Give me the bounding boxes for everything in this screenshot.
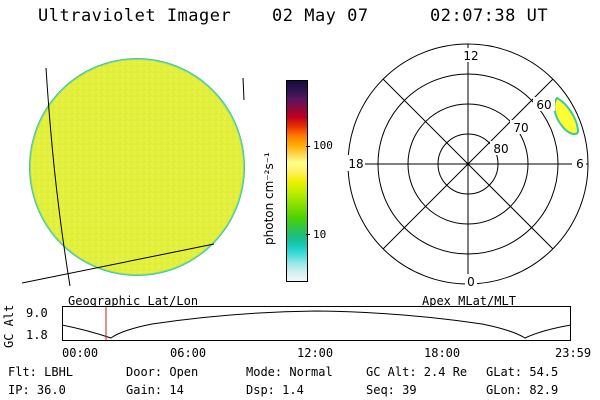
observation-date: 02 May 07 bbox=[272, 6, 369, 26]
colorbar-tick-100 bbox=[306, 146, 310, 147]
ring-label-60: 60 bbox=[536, 98, 551, 112]
polar-label-12: 12 bbox=[463, 49, 478, 63]
colorbar-label-100: 100 bbox=[313, 139, 333, 152]
altitude-axis-label: GC Alt bbox=[2, 304, 16, 348]
altitude-plot bbox=[62, 306, 572, 341]
glat-readout: GLat: 54.5 bbox=[486, 365, 559, 379]
instrument-title: Ultraviolet Imager bbox=[38, 6, 232, 26]
time-tick-0: 00:00 bbox=[62, 346, 99, 360]
altitude-tick-bottom: 1.8 bbox=[26, 328, 48, 342]
time-tick-2: 12:00 bbox=[297, 346, 334, 360]
colorbar-tick-10 bbox=[306, 234, 310, 235]
terminator-line-right bbox=[242, 77, 245, 101]
time-tick-3: 18:00 bbox=[424, 346, 461, 360]
door-readout: Door: Open bbox=[126, 365, 199, 379]
colorbar-unit-label: photon cm⁻²s⁻¹ bbox=[262, 152, 276, 245]
observation-time: 02:07:38 UT bbox=[430, 6, 549, 26]
time-tick-4: 23:59 bbox=[555, 346, 592, 360]
polar-label-6: 6 bbox=[576, 157, 584, 171]
mode-readout: Mode: Normal bbox=[246, 365, 333, 379]
geographic-projection-label: Geographic Lat/Lon bbox=[68, 294, 199, 308]
colorbar-label-10: 10 bbox=[313, 228, 327, 241]
polar-label-0: 0 bbox=[467, 275, 475, 289]
polar-label-18: 18 bbox=[348, 157, 363, 171]
seq-readout: Seq: 39 bbox=[366, 383, 417, 397]
ip-readout: IP: 36.0 bbox=[8, 383, 66, 397]
time-tick-1: 06:00 bbox=[170, 346, 207, 360]
coastline-line bbox=[21, 243, 215, 284]
auroral-oval bbox=[553, 96, 580, 135]
altitude-curve bbox=[62, 310, 572, 339]
glon-readout: GLon: 82.9 bbox=[486, 383, 559, 397]
polar-plot: 12 18 6 0 60 70 80 bbox=[343, 43, 589, 289]
ring-label-80: 80 bbox=[493, 142, 508, 156]
gc-alt-readout: GC Alt: 2.4 Re bbox=[366, 365, 468, 379]
apex-projection-label: Apex MLat/MLT bbox=[422, 294, 516, 308]
colorbar bbox=[286, 80, 308, 282]
dsp-readout: Dsp: 1.4 bbox=[246, 383, 304, 397]
gain-readout: Gain: 14 bbox=[126, 383, 184, 397]
ring-label-70: 70 bbox=[513, 121, 528, 135]
altitude-tick-top: 9.0 bbox=[26, 306, 48, 320]
terminator-line-left bbox=[45, 67, 71, 287]
geographic-image bbox=[21, 58, 245, 287]
filter-readout: Flt: LBHL bbox=[8, 365, 74, 379]
